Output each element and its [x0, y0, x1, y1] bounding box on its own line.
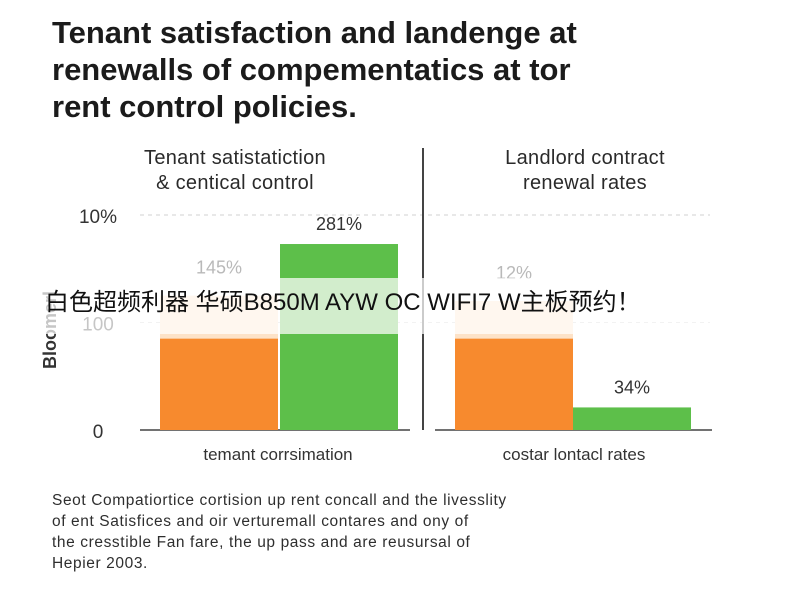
caption-line: the cresstible Fan fare, the up pass and…: [52, 532, 752, 553]
y-tick-label: 10%: [79, 207, 117, 228]
left-data-label-0: 145%: [196, 258, 242, 278]
right-data-label-1: 34%: [614, 377, 650, 397]
x-axis-label-right: costar lontacl rates: [503, 445, 646, 464]
left-bar-1: [280, 244, 398, 430]
caption: Seot Compatiortice cortision up rent con…: [52, 490, 752, 574]
caption-line: of ent Satisfices and oir verturemall co…: [52, 511, 752, 532]
x-axis-label-left: temant corrsimation: [203, 445, 352, 464]
right-bar-1: [573, 407, 691, 430]
caption-line: Hepier 2003.: [52, 553, 752, 574]
caption-line: Seot Compatiortice cortision up rent con…: [52, 490, 752, 511]
y-tick-label: 0: [93, 422, 104, 443]
left-data-label-1: 281%: [316, 214, 362, 234]
overlay-text: 白色超频利器 华硕B850M AYW OC WIFI7 W主板预约！: [45, 287, 765, 319]
right-bar-0: [455, 339, 573, 430]
left-bar-0: [160, 339, 278, 430]
